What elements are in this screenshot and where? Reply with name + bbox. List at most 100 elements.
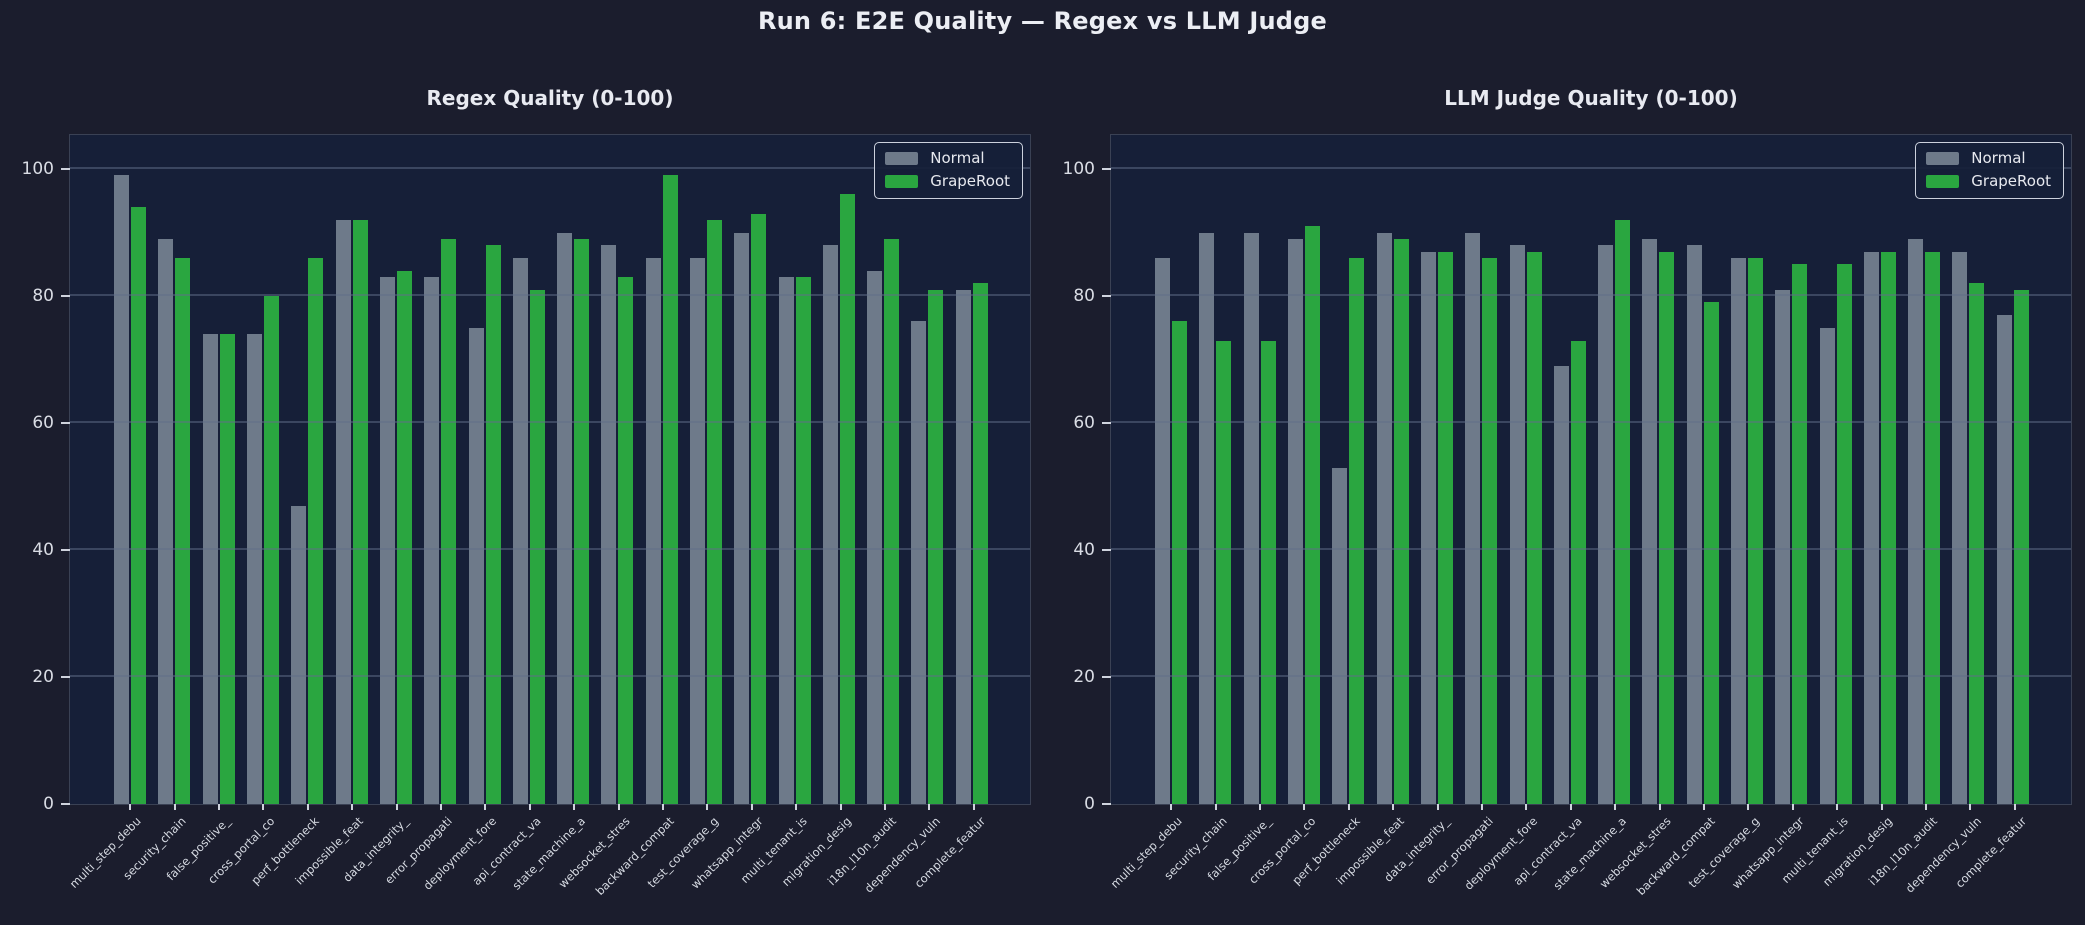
bar-normal-perf_bottleneck (1332, 467, 1348, 804)
bar-graperoot-perf_bottleneck (308, 257, 324, 804)
x-tick-mark-i18n_l10n_audit (1925, 804, 1927, 810)
bar-graperoot-websocket_stres (1659, 251, 1675, 804)
x-tick-mark-complete_featur (972, 804, 975, 810)
bar-normal-test_coverage_g (1731, 257, 1746, 804)
bar-group-false_positive_ (1238, 135, 1282, 804)
bar-normal-migration_desig (1863, 251, 1879, 804)
y-tick-mark-20 (61, 676, 70, 678)
bar-group-perf_bottleneck (285, 135, 329, 804)
bar-normal-migration_desig (822, 245, 838, 804)
bar-graperoot-api_contract_va (1570, 340, 1586, 804)
bar-row (1149, 135, 2035, 804)
x-tick-mark-websocket_stres (617, 804, 620, 810)
bar-graperoot-data_integrity_ (1437, 251, 1453, 804)
y-tick-label-20: 20 (1073, 667, 1095, 687)
bar-normal-multi_tenant_is (1819, 327, 1835, 804)
y-tick-mark-20 (1102, 676, 1111, 678)
bar-group-cross_portal_co (241, 135, 285, 804)
bar-graperoot-security_chain (1216, 340, 1232, 804)
regex-quality-chart: Regex Quality (0-100) 0 20 40 60 80 100 multi_… (22, 86, 1031, 898)
bar-normal-cross_portal_co (1288, 238, 1304, 804)
x-tick-mark-migration_desig (839, 804, 842, 810)
bar-group-dependency_vuln (905, 135, 949, 804)
bar-normal-error_propagati (424, 277, 440, 804)
y-tick-mark-80 (61, 295, 70, 297)
bar-graperoot-data_integrity_ (396, 270, 412, 804)
bar-group-websocket_stres (1636, 135, 1680, 804)
bar-normal-dependency_vuln (911, 321, 927, 804)
x-tick-mark-api_contract_va (1569, 804, 1572, 810)
bar-normal-deployment_fore (468, 327, 484, 804)
bar-graperoot-backward_compat (1703, 302, 1719, 804)
bar-graperoot-cross_portal_co (1305, 226, 1321, 804)
bar-normal-false_positive_ (202, 334, 218, 804)
x-tick-mark-migration_desig (1880, 804, 1883, 810)
bar-group-i18n_l10n_audit (861, 135, 905, 804)
bar-group-migration_desig (817, 135, 861, 804)
x-tick-mark-impossible_feat (1392, 804, 1395, 810)
bar-graperoot-multi_step_debu (131, 207, 147, 804)
bar-group-backward_compat (1681, 135, 1725, 804)
bar-normal-complete_featur (955, 289, 971, 804)
regex-plot-area: 0 20 40 60 80 100 multi_step_debu security_chai… (22, 134, 1031, 898)
bar-normal-security_chain (1199, 232, 1215, 804)
x-tick-mark-complete_featur (2013, 804, 2016, 810)
bar-graperoot-migration_desig (1880, 251, 1896, 804)
llm-chart-title: LLM Judge Quality (0-100) (1444, 86, 1738, 110)
bar-normal-state_machine_a (557, 232, 573, 804)
x-tick-mark-whatsapp_integr (1791, 804, 1794, 810)
bar-normal-api_contract_va (512, 257, 528, 804)
legend-row-graperoot: GrapeRoot (885, 174, 1010, 189)
bar-group-multi_step_debu (108, 135, 152, 804)
legend-label-graperoot: GrapeRoot (930, 172, 1010, 190)
bar-graperoot-impossible_feat (352, 219, 368, 804)
bar-graperoot-cross_portal_co (264, 296, 280, 804)
bar-group-security_chain (1193, 135, 1237, 804)
bar-group-whatsapp_integr (728, 135, 772, 804)
llm-judge-quality-chart: LLM Judge Quality (0-100) 0 20 40 60 80 100 mu… (1063, 86, 2072, 898)
x-tick-mark-deployment_fore (484, 804, 487, 810)
bar-graperoot-error_propagati (441, 238, 457, 804)
bar-group-api_contract_va (507, 135, 551, 804)
bar-normal-whatsapp_integr (734, 232, 750, 804)
bar-group-impossible_feat (1370, 135, 1414, 804)
legend-swatch-graperoot (885, 175, 919, 188)
y-tick-mark-60 (1102, 422, 1111, 424)
x-tick-mark-security_chain (173, 804, 176, 810)
bar-normal-whatsapp_integr (1775, 289, 1791, 804)
legend-label-graperoot: GrapeRoot (1971, 172, 2051, 190)
bar-group-security_chain (152, 135, 196, 804)
bar-group-migration_desig (1858, 135, 1902, 804)
bar-normal-error_propagati (1465, 232, 1481, 804)
x-tick-label-text: backward_compat (1633, 814, 1718, 898)
bar-group-state_machine_a (551, 135, 595, 804)
bar-group-test_coverage_g (684, 135, 728, 804)
bar-normal-backward_compat (645, 257, 661, 804)
x-tick-mark-cross_portal_co (1303, 804, 1306, 810)
y-tick-label-40: 40 (1073, 540, 1095, 560)
x-tick-mark-multi_tenant_is (1836, 804, 1839, 810)
legend-label-normal: Normal (930, 149, 985, 167)
bar-group-api_contract_va (1548, 135, 1592, 804)
bar-group-deployment_fore (1503, 135, 1547, 804)
bar-normal-complete_featur (1996, 315, 2012, 804)
bar-group-multi_tenant_is (1813, 135, 1857, 804)
y-tick-mark-0 (1102, 803, 1111, 805)
bar-group-multi_tenant_is (772, 135, 816, 804)
bar-normal-i18n_l10n_audit (867, 270, 883, 804)
bar-group-data_integrity_ (1415, 135, 1459, 804)
x-tick-mark-backward_compat (1703, 804, 1705, 810)
y-tick-label-40: 40 (32, 540, 54, 560)
x-tick-mark-data_integrity_ (395, 804, 398, 810)
bar-graperoot-impossible_feat (1393, 238, 1409, 804)
bar-group-complete_featur (950, 135, 994, 804)
bar-graperoot-api_contract_va (529, 289, 545, 804)
bar-normal-i18n_l10n_audit (1908, 238, 1924, 804)
x-tick-mark-cross_portal_co (262, 804, 265, 810)
bar-group-dependency_vuln (1946, 135, 1990, 804)
bar-group-test_coverage_g (1725, 135, 1769, 804)
bar-group-data_integrity_ (374, 135, 418, 804)
legend-label-normal: Normal (1971, 149, 2026, 167)
bar-normal-deployment_fore (1509, 245, 1525, 804)
bar-graperoot-i18n_l10n_audit (1925, 251, 1941, 804)
